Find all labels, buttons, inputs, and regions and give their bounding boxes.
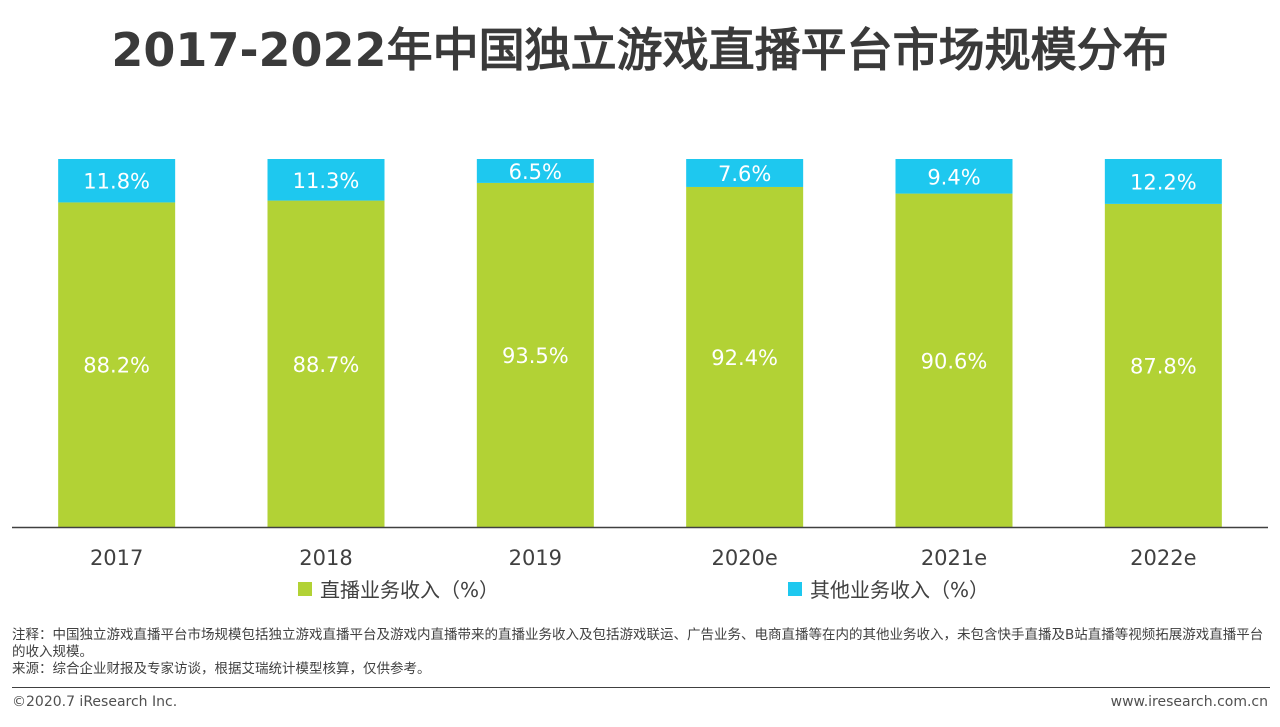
bar-live-2020e xyxy=(686,186,804,527)
data-label-other-2019: 6.5% xyxy=(509,160,562,184)
website-link[interactable]: www.iresearch.com.cn xyxy=(1110,694,1268,710)
data-label-other-2020e: 7.6% xyxy=(718,162,771,186)
data-label-other-2021e: 9.4% xyxy=(927,165,980,189)
data-label-live-2022e: 87.8% xyxy=(1130,354,1197,378)
data-label-other-2022e: 12.2% xyxy=(1130,170,1197,194)
legend-swatch-other xyxy=(788,581,802,596)
data-label-live-2019: 93.5% xyxy=(502,344,569,368)
legend-item-other: 其他业务收入（%） xyxy=(788,574,989,603)
x-tick-label-2022e: 2022e xyxy=(1130,546,1196,570)
legend-label-live: 直播业务收入（%） xyxy=(320,578,500,602)
bar-other-2017 xyxy=(58,159,176,203)
chart-title: 2017-2022年中国独立游戏直播平台市场规模分布 xyxy=(111,23,1169,77)
legend-label-other: 其他业务收入（%） xyxy=(810,578,990,602)
data-label-live-2017: 88.2% xyxy=(83,354,150,378)
source-text: 来源：综合企业财报及专家访谈，根据艾瑞统计模型核算，仅供参考。 xyxy=(12,661,431,677)
x-tick-label-2020e: 2020e xyxy=(711,546,777,570)
footer-divider xyxy=(12,687,1270,688)
bar-live-2019 xyxy=(476,182,594,528)
bar-other-2022e xyxy=(1104,159,1222,204)
stacked-bar-chart: 88.2% 11.8% 2017 88.7% 11.3% 2018 93.5% 6.5% 201… xyxy=(12,159,1268,570)
legend-item-live: 直播业务收入（%） xyxy=(298,574,499,603)
data-label-other-2017: 11.8% xyxy=(83,170,150,194)
bar-other-2018 xyxy=(267,159,385,201)
legend-swatch-live xyxy=(298,581,312,596)
data-label-live-2020e: 92.4% xyxy=(711,346,778,370)
data-label-live-2018: 88.7% xyxy=(293,353,360,377)
x-tick-label-2018: 2018 xyxy=(299,546,352,570)
bar-live-2018 xyxy=(267,200,385,528)
x-tick-label-2019: 2019 xyxy=(509,546,562,570)
footnote: 注释：中国独立游戏直播平台市场规模包括独立游戏直播平台及游戏内直播带来的直播业务… xyxy=(12,627,1270,678)
bar-live-2021e xyxy=(895,193,1013,528)
x-tick-label-2021e: 2021e xyxy=(921,546,987,570)
bar-live-2022e xyxy=(1104,203,1222,527)
bar-live-2017 xyxy=(58,202,176,527)
copyright: ©2020.7 iResearch Inc. xyxy=(12,694,178,710)
data-label-live-2021e: 90.6% xyxy=(921,349,988,373)
note-text: 注释：中国独立游戏直播平台市场规模包括独立游戏直播平台及游戏内直播带来的直播业务… xyxy=(12,627,1264,660)
bar-other-2020e xyxy=(686,159,804,187)
data-label-other-2018: 11.3% xyxy=(293,169,360,193)
bar-other-2019 xyxy=(476,159,594,183)
x-tick-label-2017: 2017 xyxy=(90,546,143,570)
bar-other-2021e xyxy=(895,159,1013,194)
